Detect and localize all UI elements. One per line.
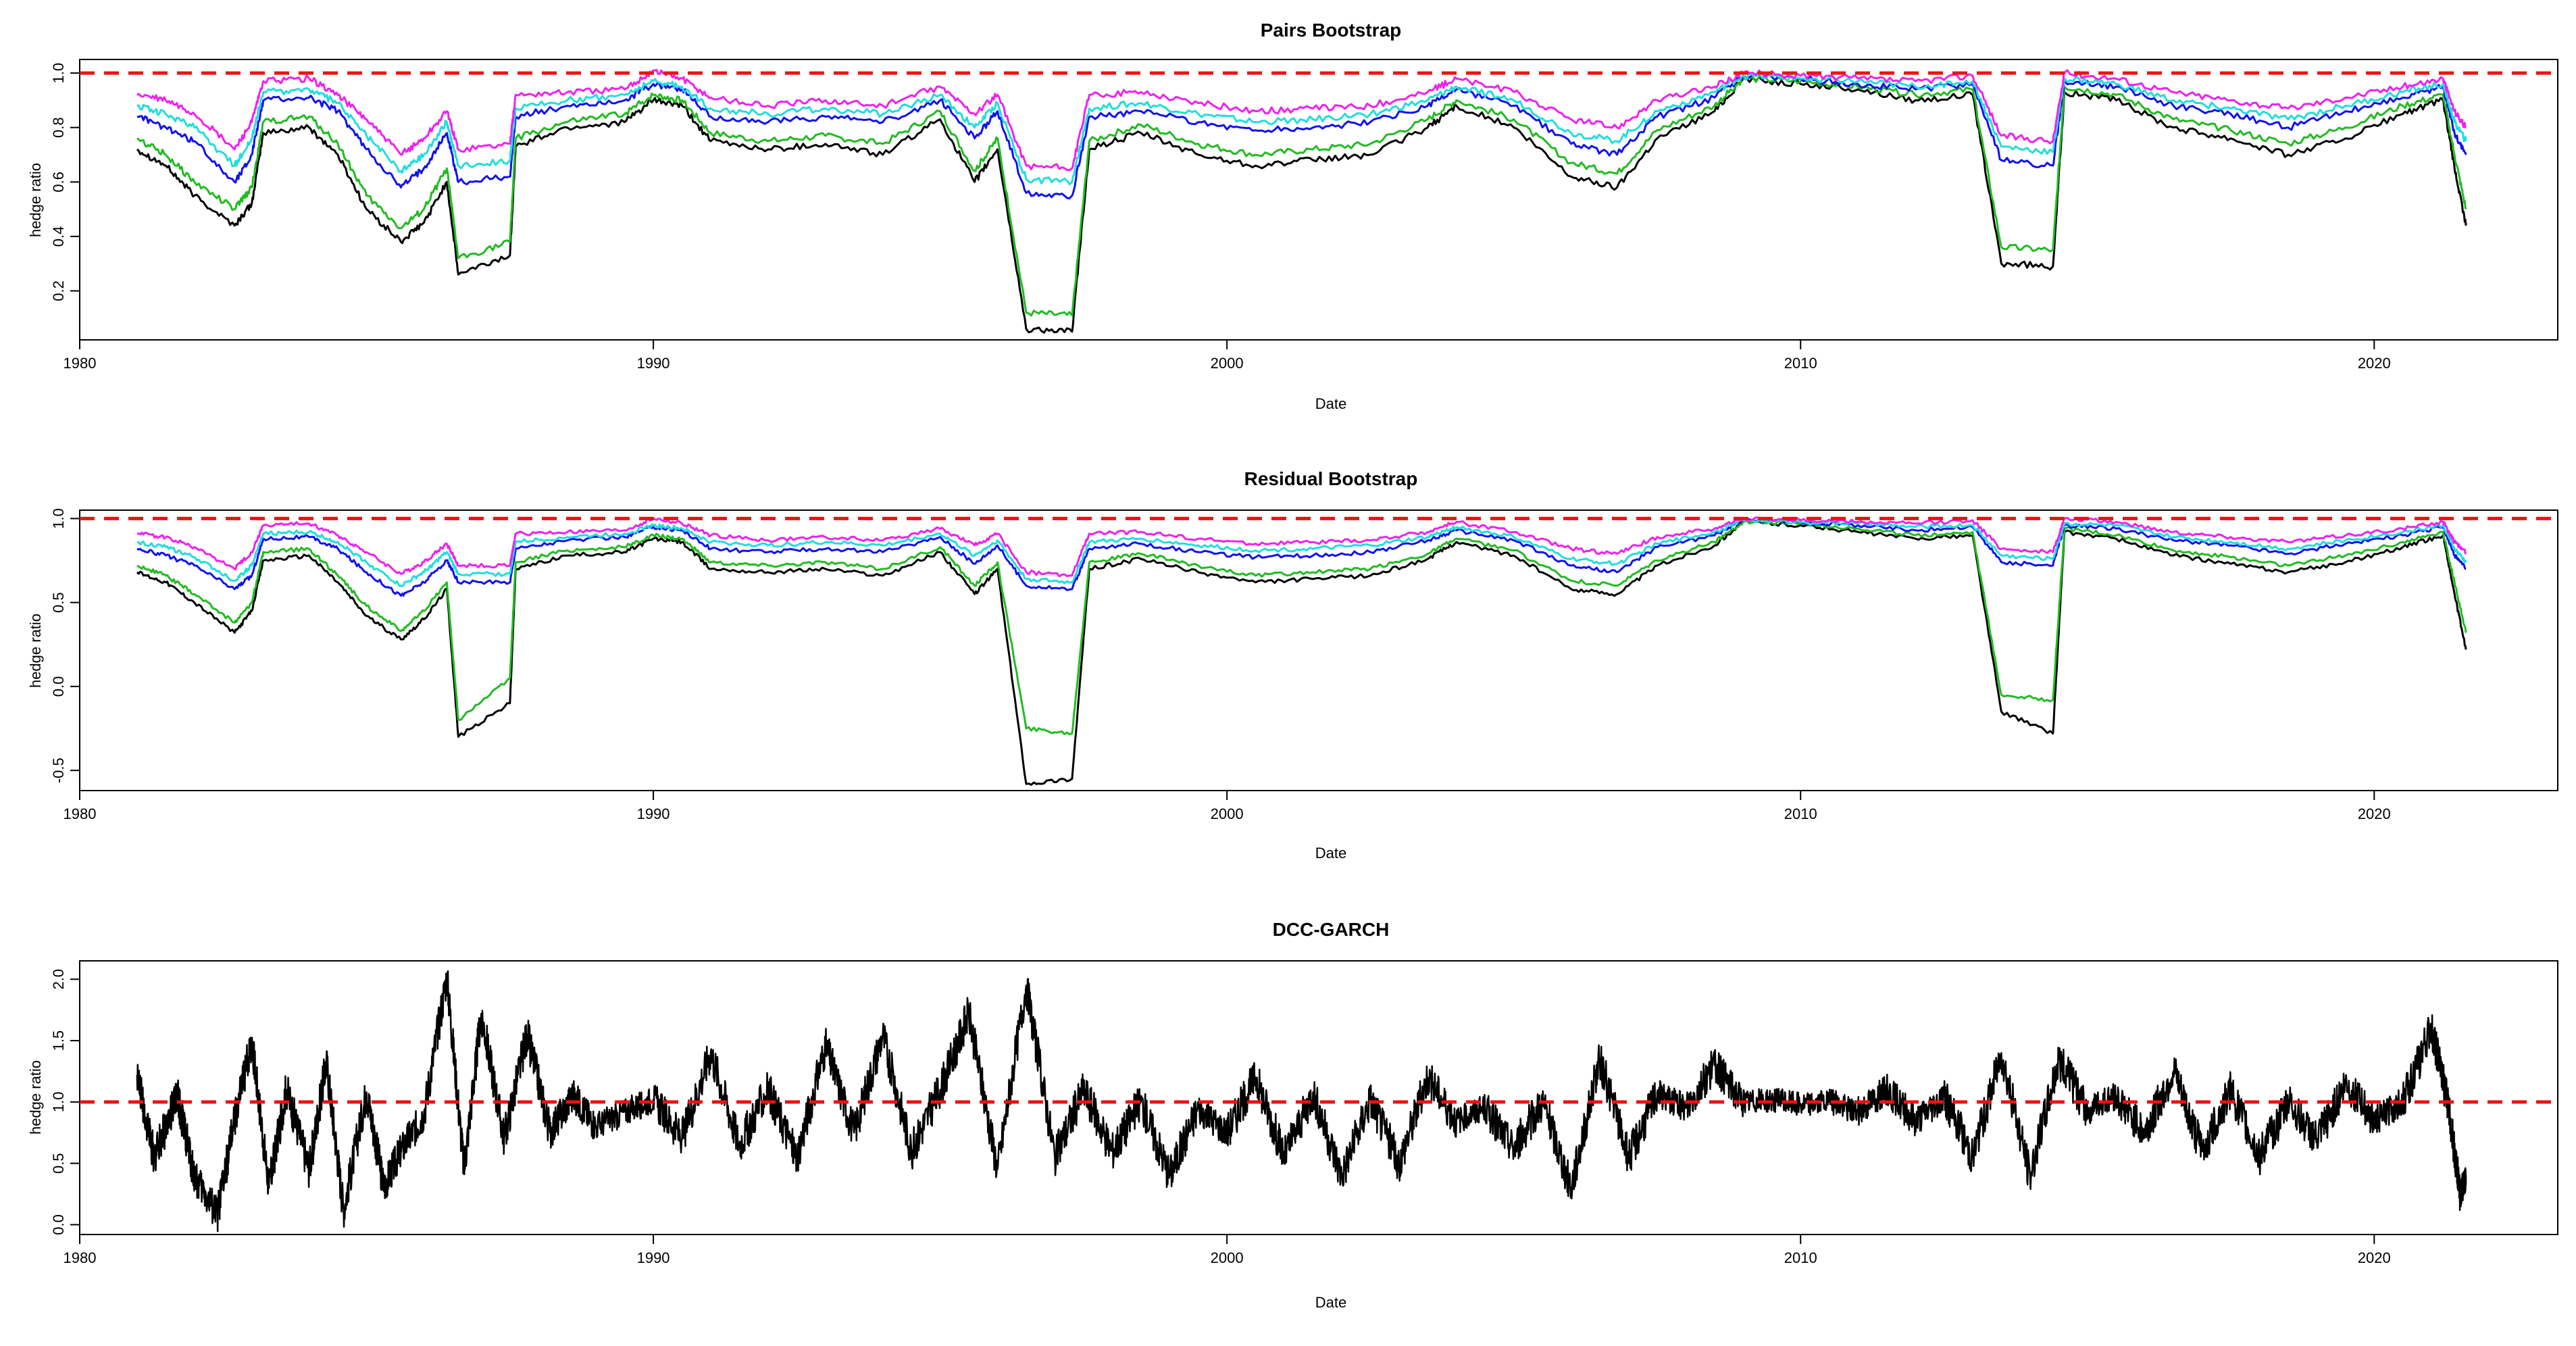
series-line-4 [136,518,2467,588]
y-tick-label: 2.0 [50,969,67,990]
y-tick-label: 0.0 [50,676,67,697]
y-tick-label: 1.5 [50,1030,67,1051]
panel-dcc-garch: DCC-GARCH Date hedge ratio 1980 1990 2000 2… [27,919,2558,1311]
x-tick-label: 1990 [637,1249,670,1266]
y-tick-label: -0.5 [50,757,67,783]
x-tick-label: 1990 [637,355,670,372]
plot-marks: 1980 1990 2000 2010 2020 -0.5 0.0 0.5 1.0 [50,508,2558,822]
x-tick-label: 2020 [2358,805,2391,822]
y-tick-label: 0.6 [50,172,67,193]
series-line-2 [136,520,2467,736]
x-tick-label: 2000 [1211,805,1244,822]
y-axis-label: hedge ratio [27,163,44,237]
y-tick-label: 0.0 [50,1214,67,1235]
x-tick-label: 2020 [2358,355,2391,372]
x-tick-label: 2010 [1784,805,1817,822]
x-axis-label: Date [1315,845,1346,862]
x-tick-label: 1990 [637,805,670,822]
series-line-5 [136,68,2467,172]
y-tick-label: 0.5 [50,1153,67,1174]
y-tick-label: 0.4 [50,226,67,247]
series-line-3 [136,518,2467,597]
y-axis-label: hedge ratio [27,1060,44,1135]
x-axis-label: Date [1315,1294,1346,1311]
chart-title: Pairs Bootstrap [1261,20,1402,41]
plot-marks: 1980 1990 2000 2010 2020 0.2 0.4 0.6 0.8 1.0 [50,63,2558,372]
y-tick-label: 1.0 [50,1092,67,1113]
chart-title: Residual Bootstrap [1244,468,1418,489]
x-tick-label: 2000 [1211,355,1244,372]
x-tick-label: 1980 [64,805,97,822]
panel-pairs-bootstrap: Pairs Bootstrap Date hedge ratio 1980 199… [27,20,2558,412]
series-line-2 [136,75,2467,317]
x-tick-label: 2000 [1211,1249,1244,1266]
x-tick-label: 1980 [64,355,97,372]
plot-marks: 1980 1990 2000 2010 2020 0.0 0.5 1.0 1.5 2.0 [50,969,2558,1266]
x-tick-label: 1980 [64,1249,97,1266]
series-line-1 [136,519,2467,786]
x-tick-label: 2010 [1784,1249,1817,1266]
y-tick-label: 0.5 [50,592,67,613]
y-tick-label: 1.0 [50,63,67,84]
x-tick-label: 2010 [1784,355,1817,372]
y-axis-label: hedge ratio [27,614,44,688]
y-tick-label: 0.2 [50,280,67,301]
panel-residual-bootstrap: Residual Bootstrap Date hedge ratio 1980… [27,468,2558,862]
series-line-1 [136,970,2467,1232]
y-tick-label: 1.0 [50,508,67,529]
series-line-5 [136,516,2467,578]
y-tick-label: 0.8 [50,117,67,138]
chart-title: DCC-GARCH [1273,919,1390,940]
x-tick-label: 2020 [2358,1249,2391,1266]
x-axis-label: Date [1315,395,1346,412]
